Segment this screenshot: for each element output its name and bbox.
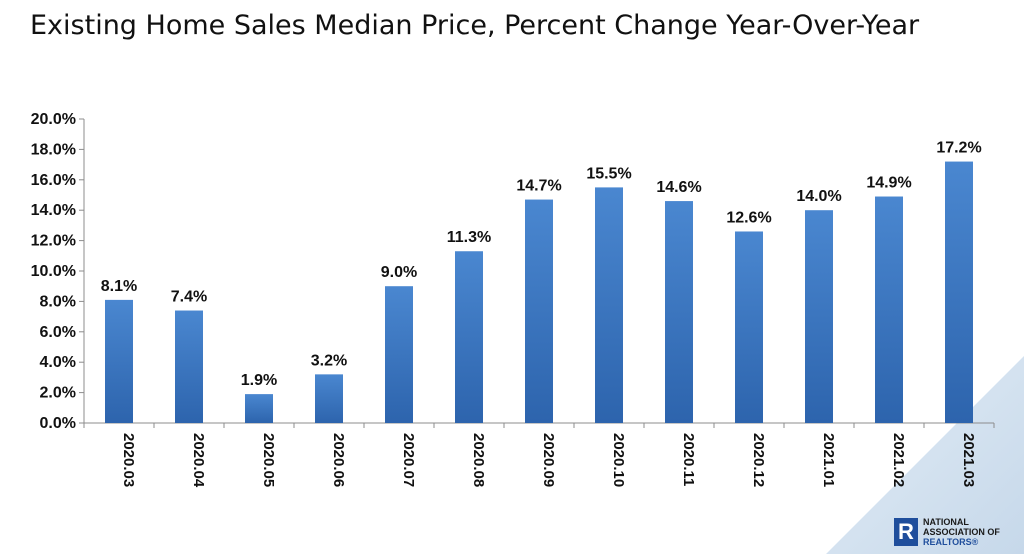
data-label-2020.08: 11.3% (447, 229, 491, 246)
x-tick-label-2020.05: 2020.05 (260, 433, 277, 487)
data-label-2021.02: 14.9% (866, 175, 911, 192)
realtor-r-icon: R (894, 518, 918, 546)
nar-logo: R NATIONAL ASSOCIATION OF REALTORS® (894, 517, 1000, 547)
data-label-2020.09: 14.7% (516, 178, 561, 195)
y-tick-label: 10.0% (31, 263, 76, 280)
x-tick-label-2021.02: 2021.02 (890, 433, 907, 487)
data-label-2021.03: 17.2% (936, 140, 981, 157)
bar-2021.02 (875, 196, 903, 423)
y-tick-label: 14.0% (31, 202, 76, 219)
data-label-2020.07: 9.0% (381, 264, 417, 281)
x-tick-label-2020.06: 2020.06 (330, 433, 347, 487)
logo-line-2: ASSOCIATION OF (923, 527, 1000, 537)
bar-2020.12 (735, 231, 763, 423)
x-tick-label-2020.03: 2020.03 (120, 433, 137, 487)
x-tick-label-2020.12: 2020.12 (750, 433, 767, 487)
bar-2020.03 (105, 299, 133, 423)
y-tick-label: 20.0% (31, 111, 76, 128)
data-label-2020.10: 15.5% (586, 165, 631, 182)
y-tick-label: 16.0% (31, 172, 76, 189)
bar-2021.01 (805, 210, 833, 423)
data-label-2020.12: 12.6% (726, 209, 771, 226)
bar-2020.07 (385, 286, 413, 423)
y-tick-label: 6.0% (40, 324, 76, 341)
bar-2020.10 (595, 187, 623, 423)
bar-2020.06 (315, 374, 343, 423)
logo-text: NATIONAL ASSOCIATION OF REALTORS® (923, 517, 1000, 547)
data-label-2020.05: 1.9% (241, 372, 277, 389)
y-tick-label: 0.0% (40, 415, 76, 432)
chart-title: Existing Home Sales Median Price, Percen… (30, 10, 920, 41)
x-tick-label-2020.09: 2020.09 (540, 433, 557, 487)
y-tick-label: 18.0% (31, 141, 76, 158)
x-tick-label-2020.07: 2020.07 (400, 433, 417, 487)
bar-2020.09 (525, 199, 553, 423)
data-label-2020.06: 3.2% (311, 352, 347, 369)
data-label-2021.01: 14.0% (796, 188, 841, 205)
y-tick-label: 2.0% (40, 385, 76, 402)
logo-line-3: REALTORS® (923, 537, 979, 547)
corner-accent-triangle (826, 356, 1024, 554)
bar-2020.04 (175, 310, 203, 423)
data-label-2020.03: 8.1% (101, 278, 137, 295)
bar-2020.05 (245, 394, 273, 423)
bars (105, 161, 973, 423)
data-label-2020.04: 7.4% (171, 289, 207, 306)
logo-line-1: NATIONAL (923, 517, 969, 527)
bar-2020.11 (665, 201, 693, 423)
axes: 0.0% 2.0% 4.0% 6.0% 8.0% 10.0% 12.0% 14.0% 16.0%… (31, 111, 995, 488)
x-tick-label-2020.11: 2020.11 (680, 433, 697, 486)
bar-2021.03 (945, 161, 973, 423)
data-label-2020.11: 14.6% (656, 179, 701, 196)
y-tick-label: 4.0% (40, 354, 76, 371)
x-tick-label-2020.04: 2020.04 (190, 433, 207, 488)
y-tick-label: 12.0% (31, 233, 76, 250)
x-tick-label-2020.10: 2020.10 (610, 433, 627, 487)
x-tick-label-2021.03: 2021.03 (960, 433, 977, 487)
x-tick-label-2021.01: 2021.01 (820, 433, 837, 487)
data-labels: 8.1% 7.4% 1.9% 3.2% 9.0% 11.3% 14.7% 15.5% 14.6%… (101, 140, 982, 390)
bar-2020.08 (455, 251, 483, 423)
x-tick-label-2020.08: 2020.08 (470, 433, 487, 487)
y-tick-label: 8.0% (40, 293, 76, 310)
